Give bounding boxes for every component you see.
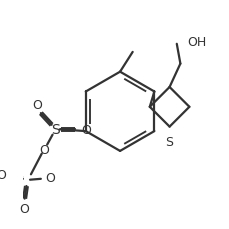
- Text: O: O: [32, 98, 42, 111]
- Text: S: S: [166, 135, 174, 148]
- Text: O: O: [0, 168, 6, 181]
- Text: S: S: [51, 123, 60, 137]
- Text: O: O: [40, 143, 49, 156]
- Text: O: O: [45, 172, 55, 185]
- Text: OH: OH: [188, 35, 207, 48]
- Text: O: O: [81, 123, 91, 136]
- Text: O: O: [20, 202, 30, 215]
